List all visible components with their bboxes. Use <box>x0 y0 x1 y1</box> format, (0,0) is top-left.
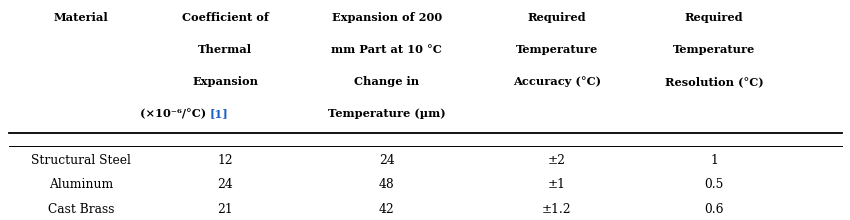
Text: mm Part at 10 °C: mm Part at 10 °C <box>332 44 442 55</box>
Text: Expansion: Expansion <box>192 76 258 87</box>
Text: ±1: ±1 <box>547 178 566 191</box>
Text: 48: 48 <box>379 178 394 191</box>
Text: Aluminum: Aluminum <box>48 178 113 191</box>
Text: Temperature: Temperature <box>516 44 598 55</box>
Text: Required: Required <box>685 12 743 23</box>
Text: Temperature (µm): Temperature (µm) <box>328 108 445 119</box>
Text: 12: 12 <box>218 154 233 167</box>
Text: Expansion of 200: Expansion of 200 <box>332 12 442 23</box>
Text: Thermal: Thermal <box>198 44 252 55</box>
Text: 24: 24 <box>218 178 233 191</box>
Text: Resolution (°C): Resolution (°C) <box>665 76 763 87</box>
Text: ±2: ±2 <box>547 154 566 167</box>
Text: Temperature: Temperature <box>673 44 755 55</box>
Text: Required: Required <box>528 12 586 23</box>
Text: ±1.2: ±1.2 <box>542 202 571 216</box>
Text: Accuracy (°C): Accuracy (°C) <box>513 76 601 87</box>
Text: Coefficient of: Coefficient of <box>182 12 269 23</box>
Text: 1: 1 <box>710 154 718 167</box>
Text: (×10⁻⁶/°C): (×10⁻⁶/°C) <box>139 108 210 119</box>
Text: 24: 24 <box>379 154 394 167</box>
Text: 21: 21 <box>218 202 233 216</box>
Text: [1]: [1] <box>210 108 229 119</box>
Text: 42: 42 <box>379 202 394 216</box>
Text: Structural Steel: Structural Steel <box>31 154 131 167</box>
Text: Material: Material <box>54 12 108 23</box>
Text: Change in: Change in <box>354 76 419 87</box>
Text: Cast Brass: Cast Brass <box>48 202 114 216</box>
Text: 0.5: 0.5 <box>705 178 723 191</box>
Text: 0.6: 0.6 <box>705 202 723 216</box>
